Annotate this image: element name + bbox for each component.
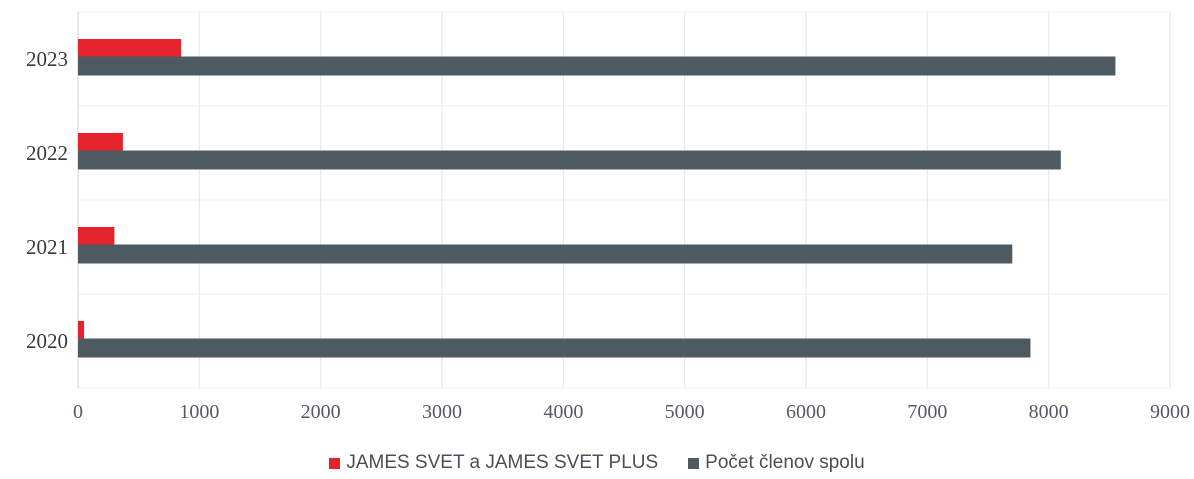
x-tick-9000: 9000 — [1150, 401, 1190, 423]
bar-red-2020 — [78, 321, 85, 340]
legend-swatch-red — [329, 457, 341, 469]
bar-red-2023 — [78, 39, 182, 58]
x-tick-7000: 7000 — [907, 401, 947, 423]
legend-label-gray: Počet členov spolu — [705, 452, 865, 473]
x-tick-3000: 3000 — [422, 401, 462, 423]
x-tick-2000: 2000 — [301, 401, 341, 423]
bar-gray-2020 — [78, 338, 1031, 358]
x-tick-4000: 4000 — [543, 401, 583, 423]
x-tick-6000: 6000 — [786, 401, 826, 423]
bar-gray-2022 — [78, 150, 1061, 170]
bar-red-2021 — [78, 227, 115, 246]
category-labels: 2020 2021 2022 2023 — [26, 47, 68, 353]
category-label-2022: 2022 — [26, 141, 68, 165]
x-tick-8000: 8000 — [1029, 401, 1069, 423]
x-tick-0: 0 — [73, 401, 83, 423]
bars — [78, 39, 1116, 358]
legend-swatch-gray — [688, 457, 700, 469]
x-tick-labels: 0 1000 2000 3000 4000 5000 6000 7000 8000 9000 — [73, 401, 1190, 423]
category-label-2021: 2021 — [26, 235, 68, 259]
legend: JAMES SVET a JAMES SVET PLUS Počet členo… — [0, 452, 1194, 474]
legend-item-red-series: JAMES SVET a JAMES SVET PLUS — [329, 452, 658, 474]
category-label-2020: 2020 — [26, 329, 68, 353]
bar-red-2022 — [78, 133, 123, 152]
category-label-2023: 2023 — [26, 47, 68, 71]
legend-item-gray-series: Počet členov spolu — [688, 452, 865, 474]
x-tick-1000: 1000 — [179, 401, 219, 423]
legend-label-red: JAMES SVET a JAMES SVET PLUS — [346, 452, 659, 473]
bar-gray-2023 — [78, 56, 1116, 76]
x-tick-5000: 5000 — [665, 401, 705, 423]
bar-gray-2021 — [78, 244, 1013, 264]
